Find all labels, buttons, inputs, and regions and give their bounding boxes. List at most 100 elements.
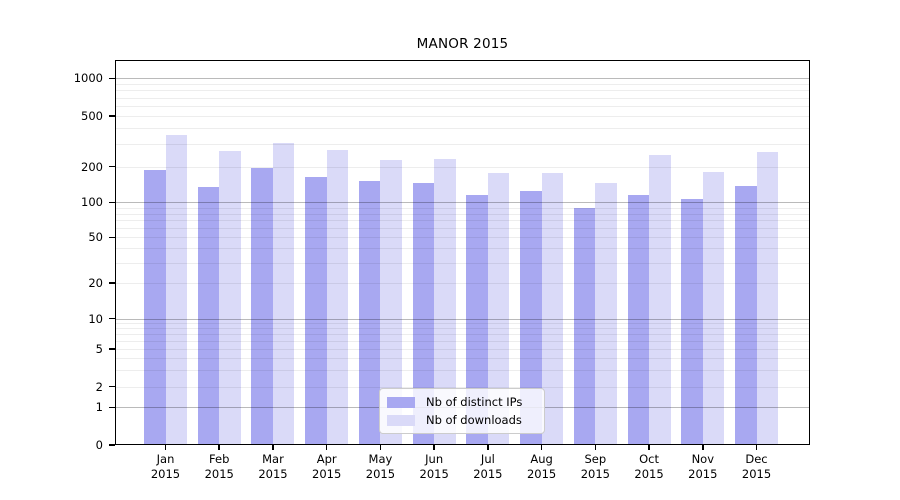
x-tick-mark xyxy=(379,445,382,450)
bar-downloads-dec xyxy=(756,152,779,445)
bar-downloads-may xyxy=(380,159,402,445)
x-tick-mark xyxy=(540,445,543,450)
x-tick-label-aug: Aug 2015 xyxy=(526,452,557,481)
bar-distinct-ips-sep xyxy=(573,207,596,445)
y-tick-mark xyxy=(109,385,115,388)
y-tick-mark xyxy=(109,317,115,320)
y-gridline-minor xyxy=(115,369,810,371)
x-tick-label-jul: Jul 2015 xyxy=(473,452,503,481)
x-tick-mark xyxy=(272,445,274,450)
bar-downloads-jan xyxy=(165,134,187,445)
bar-distinct-ips-jun xyxy=(412,183,435,445)
legend-swatch-downloads xyxy=(387,414,415,426)
y-tick-mark xyxy=(109,77,115,80)
y-tick-mark xyxy=(109,165,115,168)
bar-downloads-mar xyxy=(272,143,295,445)
bar-distinct-ips-jan xyxy=(144,169,166,445)
legend-row: Nb of downloads xyxy=(387,413,537,427)
x-tick-label-jan: Jan 2015 xyxy=(150,452,181,481)
bar-distinct-ips-apr xyxy=(305,176,327,445)
y-tick-label: 1000 xyxy=(73,71,103,86)
x-tick-mark xyxy=(755,445,758,450)
y-gridline-minor xyxy=(115,144,810,146)
x-tick-mark xyxy=(433,445,435,450)
y-tick-mark xyxy=(109,282,115,284)
legend-label-distinct-ips: Nb of distinct IPs xyxy=(426,395,523,409)
legend: Nb of distinct IPs Nb of downloads xyxy=(379,388,545,434)
y-tick-label: 500 xyxy=(81,109,103,123)
y-gridline-minor xyxy=(115,334,810,336)
y-gridline-minor xyxy=(115,97,810,99)
bar-distinct-ips-feb xyxy=(197,186,220,445)
y-tick-label: 1 xyxy=(95,400,103,415)
y-gridline-minor xyxy=(115,283,810,284)
y-gridline-major xyxy=(115,318,810,320)
x-tick-mark xyxy=(702,445,704,450)
y-tick-mark xyxy=(109,444,115,446)
x-tick-label-apr: Apr 2015 xyxy=(312,452,342,481)
x-tick-label-feb: Feb 2015 xyxy=(204,452,234,481)
x-tick-label-sep: Sep 2015 xyxy=(580,452,610,481)
y-gridline-minor xyxy=(115,207,810,209)
bar-downloads-oct xyxy=(649,154,671,445)
bar-distinct-ips-may xyxy=(358,180,381,445)
y-tick-label: 2 xyxy=(95,379,103,394)
y-gridline-minor xyxy=(115,358,810,360)
x-tick-mark xyxy=(325,445,328,450)
y-tick-label: 5 xyxy=(95,342,103,356)
y-tick-label: 100 xyxy=(81,195,103,210)
bar-downloads-jul xyxy=(487,172,510,445)
bar-downloads-jun xyxy=(434,158,456,445)
plot-area xyxy=(115,60,810,445)
legend-label-downloads: Nb of downloads xyxy=(426,413,522,427)
x-tick-mark xyxy=(648,445,650,450)
y-gridline-minor xyxy=(115,213,810,215)
bar-downloads-feb xyxy=(219,150,241,445)
x-tick-label-dec: Dec 2015 xyxy=(741,452,772,481)
y-gridline-minor xyxy=(115,340,810,342)
legend-row: Nb of distinct IPs xyxy=(387,395,537,409)
bar-downloads-nov xyxy=(702,172,725,445)
x-tick-label-may: May 2015 xyxy=(365,452,396,481)
y-gridline-minor xyxy=(115,262,810,264)
y-tick-mark xyxy=(109,236,115,239)
y-tick-label: 200 xyxy=(81,159,103,174)
x-tick-mark xyxy=(164,445,167,450)
y-gridline-minor xyxy=(115,116,810,117)
bar-distinct-ips-jul xyxy=(466,195,488,445)
bar-distinct-ips-aug xyxy=(520,190,542,445)
legend-swatch-distinct-ips xyxy=(387,396,415,408)
y-gridline-major xyxy=(115,78,810,80)
y-gridline-minor xyxy=(115,166,810,168)
bar-distinct-ips-dec xyxy=(735,186,757,445)
chart-title: MANOR 2015 xyxy=(416,36,509,52)
bar-distinct-ips-nov xyxy=(681,198,703,445)
x-tick-mark xyxy=(218,445,220,450)
y-gridline-minor xyxy=(115,128,810,130)
y-gridline-minor xyxy=(115,106,810,108)
bar-downloads-sep xyxy=(595,182,617,445)
y-tick-label: 0 xyxy=(95,438,103,452)
x-tick-label-oct: Oct 2015 xyxy=(634,452,664,481)
x-tick-label-mar: Mar 2015 xyxy=(258,452,288,481)
y-gridline-minor xyxy=(115,237,810,239)
y-tick-label: 20 xyxy=(88,276,103,290)
y-gridline-minor xyxy=(115,248,810,250)
y-gridline-minor xyxy=(115,328,810,330)
y-gridline-minor xyxy=(115,323,810,325)
bar-distinct-ips-oct xyxy=(627,194,650,445)
y-tick-label: 10 xyxy=(88,311,103,326)
y-gridline-minor xyxy=(115,84,810,86)
y-gridline-major xyxy=(115,202,810,204)
y-tick-mark xyxy=(109,348,115,350)
y-gridline-minor xyxy=(115,90,810,92)
y-tick-mark xyxy=(109,115,115,117)
x-tick-label-nov: Nov 2015 xyxy=(688,452,718,481)
y-gridline-minor xyxy=(115,228,810,230)
bar-downloads-aug xyxy=(541,172,564,445)
x-tick-label-jun: Jun 2015 xyxy=(419,452,449,481)
y-tick-mark xyxy=(109,201,115,204)
bar-distinct-ips-mar xyxy=(251,168,273,445)
x-tick-mark xyxy=(594,445,597,450)
